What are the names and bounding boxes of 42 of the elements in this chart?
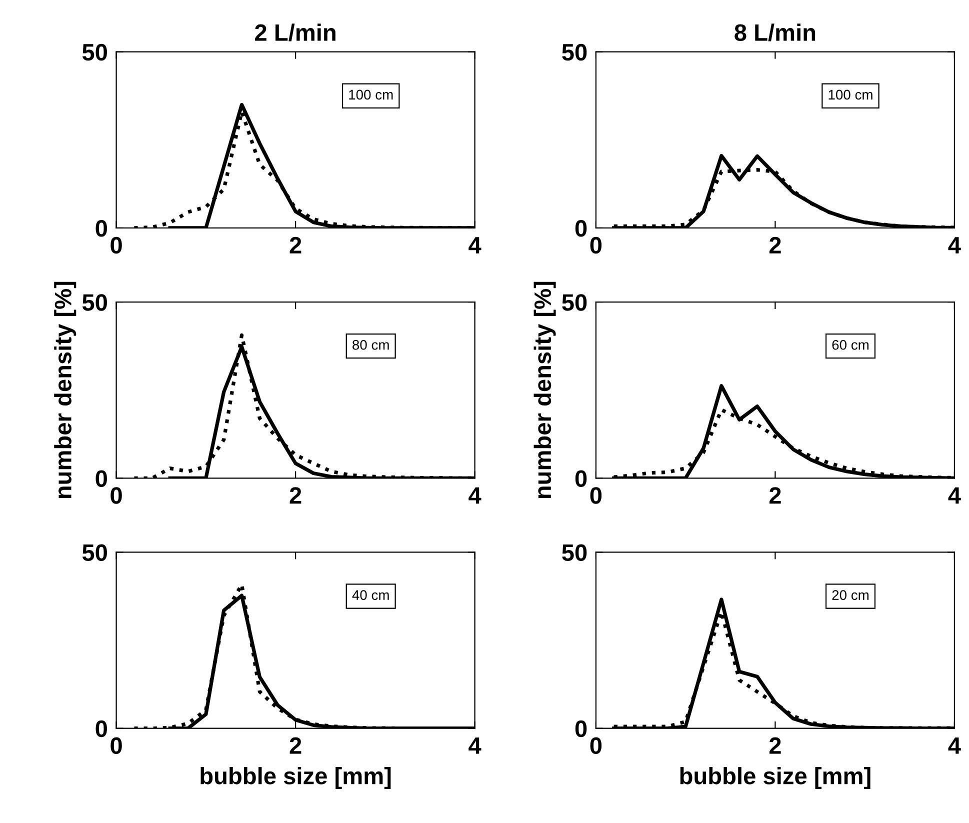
y-tick-label: 0: [96, 220, 107, 237]
x-tick-label: 2: [769, 487, 781, 504]
y-tick-label: 0: [96, 470, 107, 487]
y-tick-label: 0: [575, 720, 587, 738]
y-tick-label: 50: [562, 544, 587, 562]
x-tick-label: 2: [769, 236, 781, 254]
x-tick-label: 4: [468, 237, 482, 254]
y-tick-label: 50: [82, 44, 107, 61]
x-tick-label: 0: [110, 236, 122, 254]
y-axis-title: number density [%]: [54, 282, 76, 498]
x-tick-label: 2: [290, 737, 302, 754]
y-tick-label: 50: [562, 294, 587, 311]
annotation: 20 cm: [832, 590, 868, 600]
x-axis-title: bubble size [mm]: [200, 767, 391, 790]
x-tick-label: 4: [468, 738, 482, 754]
annotation: 100 cm: [828, 90, 872, 100]
x-tick-label: 2: [769, 737, 781, 754]
x-tick-label: 2: [290, 236, 302, 254]
x-tick-label: 4: [948, 237, 961, 254]
y-tick-label: 0: [575, 220, 587, 237]
y-tick-label: 50: [82, 544, 107, 562]
x-axis-title: bubble size [mm]: [680, 767, 870, 790]
y-tick-label: 0: [575, 470, 587, 487]
y-tick-label: 50: [562, 44, 587, 61]
annotation: 40 cm: [352, 590, 389, 600]
chart-title: 2 L/min: [255, 24, 336, 42]
y-tick-label: 50: [82, 294, 107, 311]
chart-title: 8 L/min: [734, 24, 816, 42]
y-axis-title: number density [%]: [534, 282, 556, 498]
x-tick-label: 0: [590, 737, 602, 754]
x-tick-label: 4: [468, 487, 482, 504]
annotation: 80 cm: [352, 340, 389, 350]
x-tick-label: 4: [948, 738, 961, 754]
x-tick-label: 0: [590, 236, 602, 254]
x-tick-label: 0: [110, 737, 122, 754]
x-tick-label: 0: [590, 487, 602, 504]
x-tick-label: 0: [110, 487, 122, 504]
annotation: 100 cm: [349, 90, 393, 100]
y-tick-label: 0: [96, 720, 107, 738]
x-tick-label: 2: [290, 487, 302, 504]
x-tick-label: 4: [948, 487, 961, 504]
annotation: 60 cm: [832, 340, 868, 350]
